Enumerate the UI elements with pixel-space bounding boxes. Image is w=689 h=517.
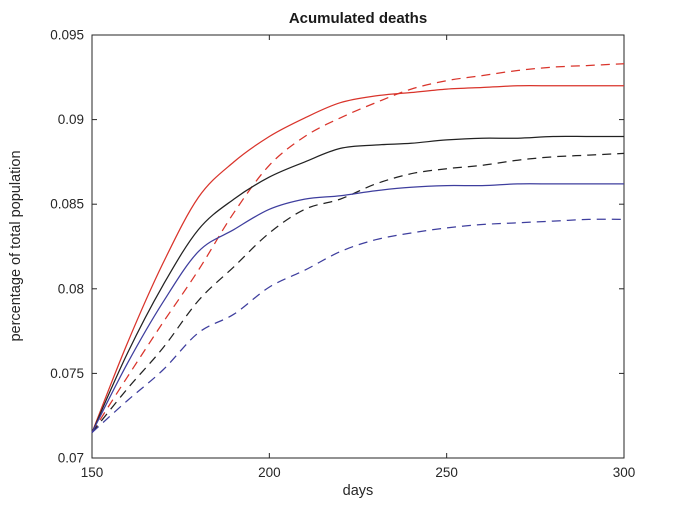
series-black-solid [91,135,624,433]
x-tick-label: 300 [613,465,636,480]
y-tick-label: 0.09 [58,112,84,127]
chart-title: Acumulated deaths [288,10,428,27]
y-tick-label: 0.07 [58,451,84,466]
series-blue-solid [91,183,624,433]
y-tick-label: 0.08 [58,281,84,296]
series-red-dashed [91,63,625,433]
y-tick-label: 0.085 [50,197,84,212]
series-red-solid [91,85,624,433]
series-black-dashed [91,152,625,433]
x-axis-label: days [342,483,374,499]
x-tick-label: 250 [435,465,458,480]
x-tick-label: 150 [81,465,104,480]
axes-box [91,34,625,459]
y-tick-label: 0.075 [50,366,84,381]
y-tick-label: 0.095 [50,28,84,43]
series-blue-dashed [91,218,625,434]
x-tick-label: 200 [258,465,281,480]
